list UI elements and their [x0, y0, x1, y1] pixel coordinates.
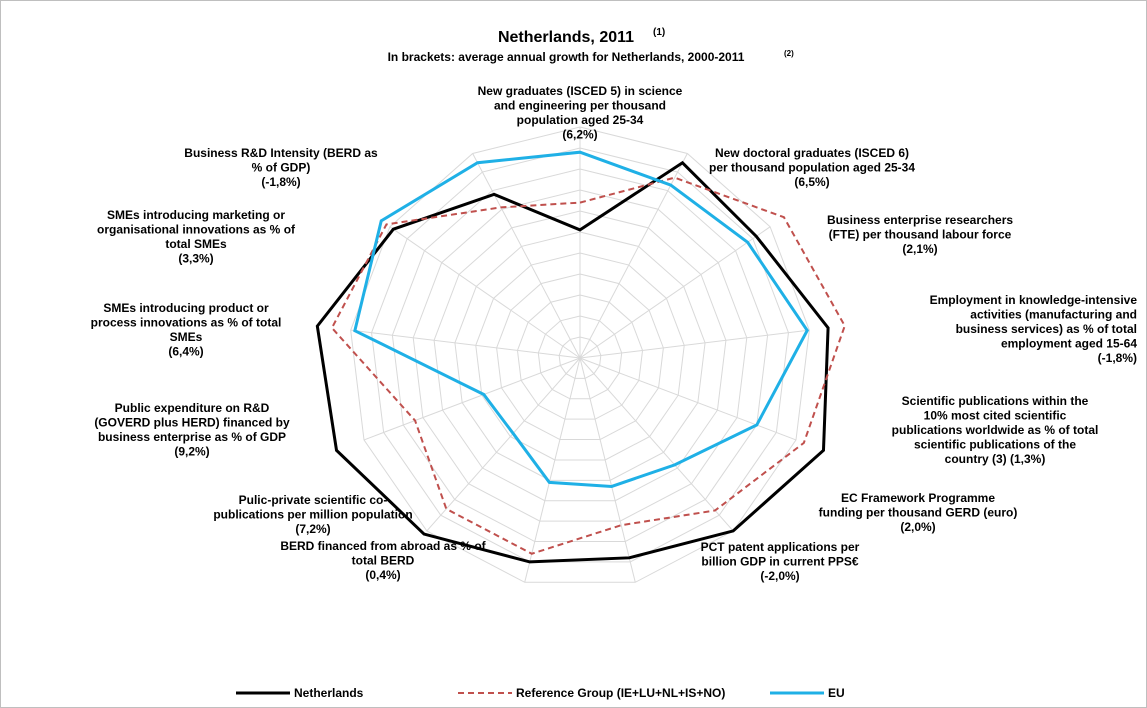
grid-spoke: [426, 357, 581, 532]
axis-label: New doctoral graduates (ISCED 6) per thou…: [709, 146, 915, 189]
grid: [350, 126, 810, 583]
grid-spoke: [579, 226, 771, 359]
grid-ring: [537, 315, 623, 400]
axis-label: Business R&D Intensity (BERD as% of GDP)…: [184, 146, 378, 189]
plot: [315, 150, 846, 564]
grid-ring: [558, 336, 602, 379]
legend-label: Netherlands: [294, 686, 364, 700]
legend-label: EU: [828, 686, 845, 700]
legend: Netherlands Reference Group (IE+LU+NL+IS+…: [236, 686, 845, 700]
grid-spoke: [579, 329, 810, 359]
grid-ring: [391, 168, 769, 543]
axis-label: EC Framework Programme funding per thousa…: [819, 491, 1018, 534]
axis-labels: New graduates (ISCED 5) in science and en…: [91, 84, 1138, 583]
grid-spoke: [472, 153, 581, 359]
axis-label: BERD financed from abroad as % of total B…: [280, 539, 486, 582]
series-line: [353, 150, 809, 488]
grid-ring: [433, 210, 727, 502]
grid-ring: [454, 231, 706, 481]
axis-label: Business enterprise researchers (FTE) per…: [827, 213, 1013, 256]
axis-label: New graduates (ISCED 5) in science and en…: [478, 84, 683, 142]
axis-label: SMEs introducing product or process innov…: [91, 301, 282, 359]
chart-subtitle: In brackets: average annual growth for N…: [388, 50, 745, 64]
grid-ring: [475, 252, 685, 461]
legend-label: Reference Group (IE+LU+NL+IS+NO): [516, 686, 725, 700]
grid-spoke: [579, 357, 797, 441]
grid-spoke: [350, 329, 581, 359]
grid-ring: [516, 294, 644, 420]
axis-label: Public expenditure on R&D (GOVERD plus HE…: [94, 401, 290, 459]
grid-ring: [371, 147, 789, 563]
chart-title: Netherlands, 2011: [498, 29, 634, 46]
subtitle-note: (2): [784, 49, 794, 58]
series-line: [315, 160, 830, 564]
grid-spoke: [579, 357, 636, 583]
grid-spoke: [524, 357, 581, 583]
axis-label: PCT patent applications per billion GDP i…: [701, 540, 860, 583]
axis-label: Employment in knowledge-intensive activit…: [930, 293, 1138, 365]
axis-label: SMEs introducing marketing or organisatio…: [97, 208, 296, 266]
grid-spoke: [579, 357, 734, 532]
axis-label: Pulic-private scientific co-publications…: [213, 493, 412, 536]
grid-spoke: [389, 226, 581, 359]
grid-ring: [496, 273, 664, 441]
title-note: (1): [653, 27, 665, 38]
grid-ring: [412, 189, 748, 522]
axis-label: Scientific publications within the 10% mo…: [892, 394, 1099, 466]
grid-spoke: [579, 153, 688, 359]
grid-spoke: [363, 357, 581, 441]
